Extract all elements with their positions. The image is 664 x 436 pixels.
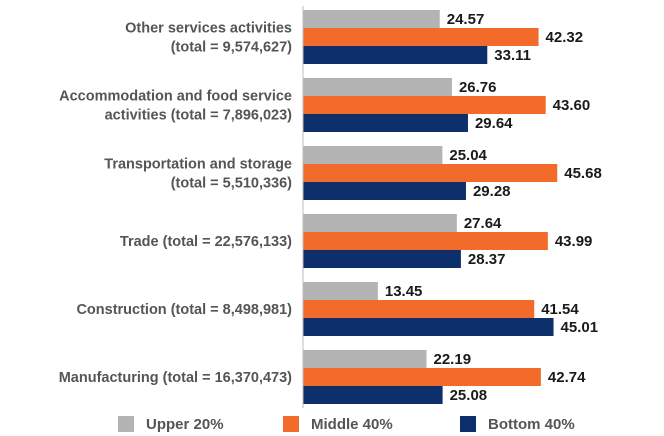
bar-bottom-40	[303, 114, 468, 132]
bar-bottom-40	[303, 46, 488, 64]
category-label: Construction (total = 8,498,981)	[76, 302, 292, 318]
category-label: Trade (total = 22,576,133)	[120, 234, 292, 250]
legend-swatch-middle-40	[283, 416, 299, 432]
category-label-line: Construction (total = 8,498,981)	[76, 302, 292, 318]
value-label-upper-20: 24.57	[447, 11, 485, 28]
category-label-line: Transportation and storage	[104, 157, 292, 173]
legend-label-middle-40: Middle 40%	[311, 415, 393, 433]
value-label-middle-40: 41.54	[541, 301, 579, 318]
bar-bottom-40	[303, 318, 554, 336]
value-label-bottom-40: 28.37	[468, 251, 506, 268]
value-label-upper-20: 25.04	[449, 147, 487, 164]
legend: Upper 20% Middle 40% Bottom 40%	[0, 412, 664, 436]
value-label-bottom-40: 45.01	[561, 319, 599, 336]
value-label-bottom-40: 29.64	[475, 115, 513, 132]
category-label-line: Trade (total = 22,576,133)	[120, 234, 292, 250]
category-label: Manufacturing (total = 16,370,473)	[59, 370, 292, 386]
bar-upper-20	[303, 282, 378, 300]
value-label-upper-20: 27.64	[464, 215, 502, 232]
bar-bottom-40	[303, 250, 461, 268]
value-label-bottom-40: 33.11	[494, 47, 531, 64]
legend-item-bottom-40: Bottom 40%	[460, 412, 575, 436]
bar-middle-40	[303, 28, 539, 46]
chart: Other services activities (total = 9,574,…	[59, 6, 602, 408]
legend-item-upper-20: Upper 20%	[118, 412, 224, 436]
bar-middle-40	[303, 232, 548, 250]
bar-upper-20	[303, 214, 457, 232]
value-label-upper-20: 13.45	[385, 283, 423, 300]
category-label: Transportation and storage (total = 5,510…	[104, 157, 292, 192]
bar-bottom-40	[303, 182, 466, 200]
value-label-bottom-40: 25.08	[450, 387, 488, 404]
value-label-middle-40: 43.60	[553, 97, 591, 114]
legend-label-bottom-40: Bottom 40%	[488, 415, 575, 433]
bar-middle-40	[303, 300, 535, 318]
value-label-middle-40: 43.99	[555, 233, 593, 250]
category-label-line: Other services activities	[125, 21, 292, 37]
bar-bottom-40	[303, 386, 443, 404]
value-label-upper-20: 26.76	[459, 79, 497, 96]
category-label: Accommodation and food service activities…	[59, 89, 292, 124]
value-label-middle-40: 42.74	[548, 369, 586, 386]
category-label-line: (total = 5,510,336)	[171, 176, 292, 192]
value-label-middle-40: 42.32	[546, 29, 584, 46]
bar-middle-40	[303, 368, 541, 386]
legend-item-middle-40: Middle 40%	[283, 412, 393, 436]
legend-swatch-upper-20	[118, 416, 134, 432]
bar-upper-20	[303, 10, 440, 28]
bar-upper-20	[303, 146, 443, 164]
legend-swatch-bottom-40	[460, 416, 476, 432]
legend-label-upper-20: Upper 20%	[146, 415, 224, 433]
value-label-middle-40: 45.68	[564, 165, 602, 182]
value-label-upper-20: 22.19	[434, 351, 472, 368]
bar-middle-40	[303, 164, 558, 182]
category-label-line: Manufacturing (total = 16,370,473)	[59, 370, 292, 386]
category-label-line: (total = 9,574,627)	[171, 40, 292, 56]
category-label: Other services activities (total = 9,574,…	[125, 21, 292, 56]
bar-upper-20	[303, 350, 427, 368]
bar-upper-20	[303, 78, 452, 96]
category-label-line: activities (total = 7,896,023)	[105, 108, 293, 124]
value-label-bottom-40: 29.28	[473, 183, 511, 200]
bar-middle-40	[303, 96, 546, 114]
category-label-line: Accommodation and food service	[59, 89, 292, 105]
